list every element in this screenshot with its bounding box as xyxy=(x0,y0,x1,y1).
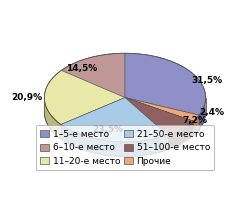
Text: 23,5%: 23,5% xyxy=(92,125,123,134)
Text: 31,5%: 31,5% xyxy=(192,76,223,85)
Polygon shape xyxy=(44,98,61,139)
Polygon shape xyxy=(61,98,125,139)
Legend: 1–5-е место, 6–10-е место, 11–20-е место, 21–50-е место, 51–100-е место, Прочие: 1–5-е место, 6–10-е место, 11–20-е место… xyxy=(36,125,214,170)
Polygon shape xyxy=(125,53,206,115)
Polygon shape xyxy=(125,98,168,150)
Text: 2,4%: 2,4% xyxy=(200,108,224,117)
Polygon shape xyxy=(61,125,168,156)
Polygon shape xyxy=(125,98,193,135)
Polygon shape xyxy=(125,98,168,150)
Text: 14,5%: 14,5% xyxy=(66,64,97,73)
Polygon shape xyxy=(61,98,125,139)
Text: 20,9%: 20,9% xyxy=(11,93,42,102)
Polygon shape xyxy=(125,98,193,136)
Polygon shape xyxy=(125,98,199,130)
Polygon shape xyxy=(61,98,168,142)
Polygon shape xyxy=(125,98,199,130)
Polygon shape xyxy=(44,70,125,125)
Text: 7,2%: 7,2% xyxy=(182,116,207,125)
Polygon shape xyxy=(199,98,206,130)
Polygon shape xyxy=(125,98,199,121)
Polygon shape xyxy=(193,115,199,136)
Polygon shape xyxy=(125,98,193,136)
Polygon shape xyxy=(168,121,193,150)
Polygon shape xyxy=(61,53,125,98)
